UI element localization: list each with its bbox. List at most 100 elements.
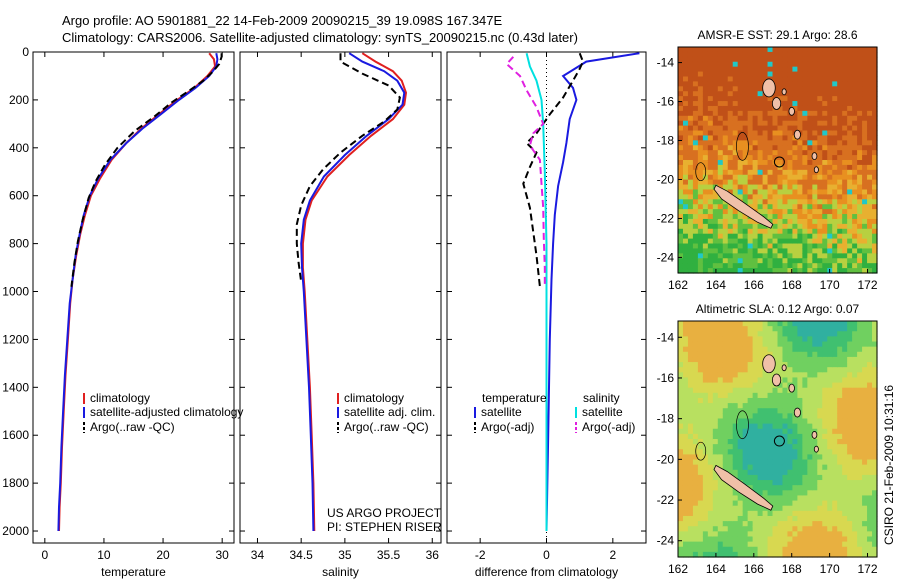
argo-position-marker bbox=[773, 156, 785, 168]
legend-header-temperature: temperature bbox=[482, 391, 547, 405]
y-tick-label: -22 bbox=[657, 493, 675, 507]
plot-frame bbox=[239, 51, 442, 544]
x-tick-label: 35.5 bbox=[377, 548, 401, 562]
x-tick-label: 20 bbox=[156, 548, 170, 562]
map-field bbox=[678, 321, 878, 558]
y-tick-label: -16 bbox=[657, 371, 675, 385]
land-island bbox=[771, 97, 782, 110]
y-tick-label: 1200 bbox=[2, 332, 29, 346]
y-tick-label: 0 bbox=[22, 45, 29, 59]
map-panel-1: AMSR-E SST: 29.1 Argo: 28.6 162 164 166 168 1… bbox=[657, 28, 878, 292]
legend-label: satellite adj. clim. bbox=[344, 405, 435, 419]
legend-item-temp-satellite: satellite bbox=[474, 405, 522, 419]
x-tick-label: 34.5 bbox=[289, 548, 313, 562]
land-island bbox=[793, 129, 801, 140]
y-tick-label: 1400 bbox=[2, 380, 29, 394]
map-frame bbox=[677, 46, 878, 274]
x-tick-label: 170 bbox=[820, 562, 840, 576]
y-tick-label: 400 bbox=[9, 141, 29, 155]
land-island bbox=[762, 78, 776, 98]
y-tick-label: 200 bbox=[9, 93, 29, 107]
y-tick-label: 1800 bbox=[2, 476, 29, 490]
x-tick-label: 166 bbox=[744, 278, 764, 292]
x-axis-label: difference from climatology bbox=[475, 565, 618, 579]
land-island bbox=[781, 364, 787, 372]
land-island bbox=[771, 373, 782, 387]
land-island bbox=[793, 407, 801, 418]
profile-panel-1: 0 10 20 30 0 200 400 600 800 1000 1200 1400 1600 1800… bbox=[2, 45, 235, 579]
y-tick-label: -14 bbox=[657, 56, 675, 70]
y-tick-label: -24 bbox=[657, 250, 675, 264]
land-new-caledonia bbox=[713, 464, 774, 511]
reef-outline bbox=[736, 410, 749, 440]
x-tick-label: 162 bbox=[668, 278, 688, 292]
y-tick-label: -20 bbox=[657, 172, 675, 186]
x-tick-label: 164 bbox=[706, 562, 726, 576]
x-tick-label: 35 bbox=[338, 548, 352, 562]
x-tick-label: 30 bbox=[215, 548, 229, 562]
x-tick-label: 36 bbox=[426, 548, 440, 562]
series-line bbox=[505, 56, 546, 287]
reef-outline bbox=[695, 162, 707, 182]
map-panel-2: Altimetric SLA: 0.12 Argo: 0.07 162 164 166… bbox=[657, 302, 878, 576]
legend-label: Argo(-adj) bbox=[481, 420, 534, 434]
legend-item-argo: Argo(..raw -QC) bbox=[337, 420, 429, 434]
y-tick-label: -24 bbox=[657, 534, 675, 548]
argo-position-marker bbox=[773, 435, 785, 447]
x-tick-label: 166 bbox=[744, 562, 764, 576]
x-tick-label: 2 bbox=[609, 548, 616, 562]
y-tick-label: -18 bbox=[657, 412, 675, 426]
x-axis-label: salinity bbox=[322, 565, 359, 579]
series-line bbox=[545, 52, 640, 532]
x-tick-label: 0 bbox=[543, 548, 550, 562]
legend-item-sal-argo: Argo(-adj) bbox=[575, 420, 635, 434]
land-island bbox=[813, 445, 819, 453]
legend-header-salinity: salinity bbox=[583, 391, 620, 405]
y-tick-label: 1600 bbox=[2, 428, 29, 442]
land-island bbox=[811, 431, 818, 439]
x-axis-label: temperature bbox=[101, 565, 166, 579]
series-line bbox=[295, 53, 401, 283]
y-tick-label: -14 bbox=[657, 330, 675, 344]
footer-project: US ARGO PROJECT bbox=[327, 506, 442, 520]
y-tick-label: -16 bbox=[657, 95, 675, 109]
legend-label: satellite bbox=[481, 405, 522, 419]
profile-panel-3: -2 0 2 difference from climatology bbox=[446, 51, 647, 579]
land-island bbox=[788, 106, 795, 116]
map-frame bbox=[677, 320, 878, 558]
x-tick-label: 168 bbox=[782, 562, 802, 576]
x-tick-label: 164 bbox=[706, 278, 726, 292]
map-title: Altimetric SLA: 0.12 Argo: 0.07 bbox=[696, 302, 860, 316]
y-tick-label: 2000 bbox=[2, 524, 29, 538]
x-tick-label: 168 bbox=[782, 278, 802, 292]
x-tick-label: 34 bbox=[251, 548, 265, 562]
legend-label: satellite bbox=[582, 405, 623, 419]
legend-label: climatology bbox=[344, 391, 404, 405]
legend-label: Argo(..raw -QC) bbox=[90, 420, 175, 434]
land-island bbox=[781, 88, 787, 96]
land-new-caledonia bbox=[713, 184, 774, 229]
x-tick-label: 0 bbox=[41, 548, 48, 562]
x-tick-label: 172 bbox=[858, 562, 878, 576]
reef-outline bbox=[695, 441, 707, 461]
plot-frame bbox=[32, 51, 235, 544]
map-title: AMSR-E SST: 29.1 Argo: 28.6 bbox=[697, 28, 857, 42]
legend-item-temp-argo: Argo(-adj) bbox=[474, 420, 534, 434]
x-tick-label: 172 bbox=[858, 278, 878, 292]
x-tick-label: 10 bbox=[97, 548, 111, 562]
y-tick-label: 1000 bbox=[2, 285, 29, 299]
y-tick-label: 800 bbox=[9, 237, 29, 251]
legend-label: Argo(..raw -QC) bbox=[344, 420, 429, 434]
legend-item-satellite: satellite adj. clim. bbox=[337, 405, 435, 419]
legend-item-argo: Argo(..raw -QC) bbox=[83, 420, 175, 434]
map-field bbox=[678, 47, 878, 274]
y-tick-label: -20 bbox=[657, 452, 675, 466]
legend-label: Argo(-adj) bbox=[582, 420, 635, 434]
land-island bbox=[813, 166, 819, 174]
profile-panel-2: 34 34.5 35 35.5 36 salinity bbox=[239, 51, 442, 579]
side-stamp: CSIRO 21-Feb-2009 10:31:16 bbox=[882, 385, 896, 545]
footer-pi: PI: STEPHEN RISER bbox=[327, 520, 442, 534]
legend-item-satellite: satellite-adjusted climatology bbox=[83, 405, 243, 419]
y-tick-label: 600 bbox=[9, 189, 29, 203]
